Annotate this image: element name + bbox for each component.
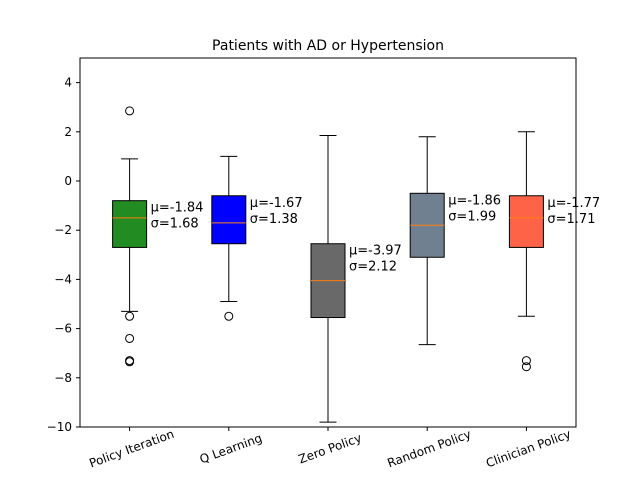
outlier-point <box>224 311 234 321</box>
outlier-point <box>521 356 531 366</box>
mean-annotation: μ=-1.67 <box>250 196 303 211</box>
chart-title: Patients with AD or Hypertension <box>212 38 444 54</box>
y-tick-label: −2 <box>54 223 72 237</box>
outlier-point <box>125 357 135 367</box>
std-annotation: σ=2.12 <box>349 260 397 275</box>
outlier-point <box>125 333 135 343</box>
y-tick-label: −4 <box>54 272 72 286</box>
outlier-point <box>125 311 135 321</box>
box-clinician-policy <box>508 195 544 248</box>
std-annotation: σ=1.71 <box>547 212 595 227</box>
y-tick-label: −6 <box>54 322 72 336</box>
mean-annotation: μ=-3.97 <box>349 244 402 259</box>
y-tick-label: 0 <box>64 174 72 188</box>
std-annotation: σ=1.38 <box>250 212 298 227</box>
outlier-point <box>125 106 135 116</box>
plot-frame <box>79 57 577 428</box>
std-annotation: σ=1.68 <box>151 217 199 232</box>
std-annotation: σ=1.99 <box>448 209 496 224</box>
mean-annotation: μ=-1.77 <box>547 196 600 211</box>
mean-annotation: μ=-1.86 <box>448 193 501 208</box>
y-tick-label: 2 <box>64 125 72 139</box>
outlier-point <box>521 362 531 372</box>
y-tick-label: −10 <box>47 420 72 434</box>
y-tick-label: 4 <box>64 76 72 90</box>
box-q-learning <box>211 195 247 245</box>
y-tick-label: −8 <box>54 371 72 385</box>
box-policy-iteration <box>112 200 148 248</box>
mean-annotation: μ=-1.84 <box>151 201 204 216</box>
